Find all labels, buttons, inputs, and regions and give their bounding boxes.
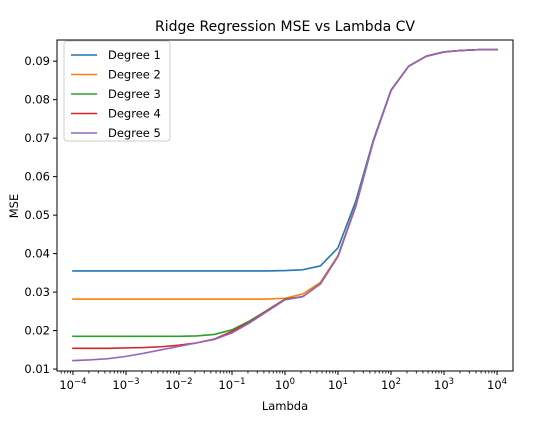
x-minor-ticks — [60, 371, 496, 374]
x-tick-label: 103 — [434, 377, 454, 392]
y-tick-label: 0.03 — [24, 285, 50, 299]
legend-label-3: Degree 3 — [108, 87, 161, 101]
plot-lines — [72, 48, 498, 362]
x-axis-label: Lambda — [262, 399, 308, 413]
legend-label-4: Degree 4 — [108, 107, 161, 121]
legend-label-5: Degree 5 — [108, 126, 161, 140]
chart-title: Ridge Regression MSE vs Lambda CV — [155, 19, 415, 35]
y-tick-label: 0.05 — [24, 208, 50, 222]
y-tick-label: 0.02 — [24, 324, 50, 338]
x-tick-label: 100 — [275, 377, 295, 392]
legend-label-1: Degree 1 — [108, 48, 161, 62]
x-tick-label: 101 — [328, 377, 348, 392]
y-axis: 0.01 0.02 0.03 0.04 0.05 0.06 0.07 0.08 0.09 — [24, 54, 57, 376]
x-tick-label: 102 — [381, 377, 401, 392]
y-tick-label: 0.04 — [24, 247, 50, 261]
y-axis-label: MSE — [7, 194, 21, 219]
y-tick-label: 0.01 — [24, 362, 50, 376]
y-tick-label: 0.08 — [24, 93, 50, 107]
x-axis: 10−4 10−3 10−2 10−1 100 101 102 103 104 — [59, 371, 507, 392]
legend: Degree 1 Degree 2 Degree 3 Degree 4 Degree 5 — [63, 40, 171, 142]
x-tick-label: 10−1 — [218, 377, 245, 392]
legend-label-2: Degree 2 — [108, 68, 161, 82]
legend-frame — [63, 40, 171, 142]
y-tick-label: 0.06 — [24, 170, 50, 184]
y-tick-label: 0.07 — [24, 131, 50, 145]
x-tick-label: 10−2 — [165, 377, 192, 392]
x-tick-label: 104 — [487, 377, 507, 392]
x-tick-label: 10−3 — [112, 377, 139, 392]
x-tick-label: 10−4 — [59, 377, 86, 392]
y-tick-label: 0.09 — [24, 54, 50, 68]
series-line-5 — [72, 48, 498, 362]
